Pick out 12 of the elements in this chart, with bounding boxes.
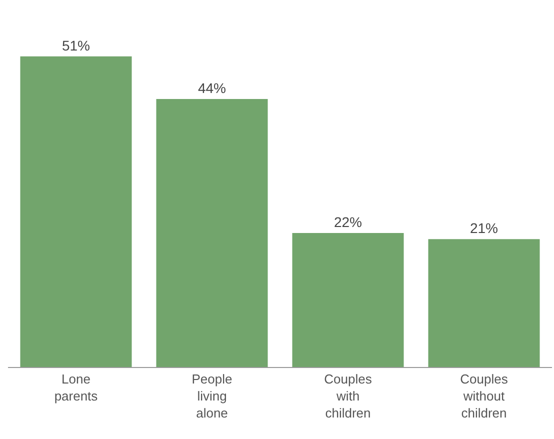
x-tick-label: People living alone — [192, 372, 232, 420]
bar — [428, 239, 540, 367]
x-tick-label: Couples with children — [324, 372, 372, 420]
data-label: 44% — [198, 80, 226, 96]
x-tick-label: Couples without children — [460, 372, 508, 420]
bar — [20, 56, 132, 367]
data-label: 21% — [470, 220, 498, 236]
bar — [156, 98, 268, 367]
x-tick-label: Lone parents — [54, 372, 98, 404]
data-label: 22% — [334, 214, 362, 230]
bar — [292, 232, 404, 367]
data-label: 51% — [62, 37, 90, 54]
